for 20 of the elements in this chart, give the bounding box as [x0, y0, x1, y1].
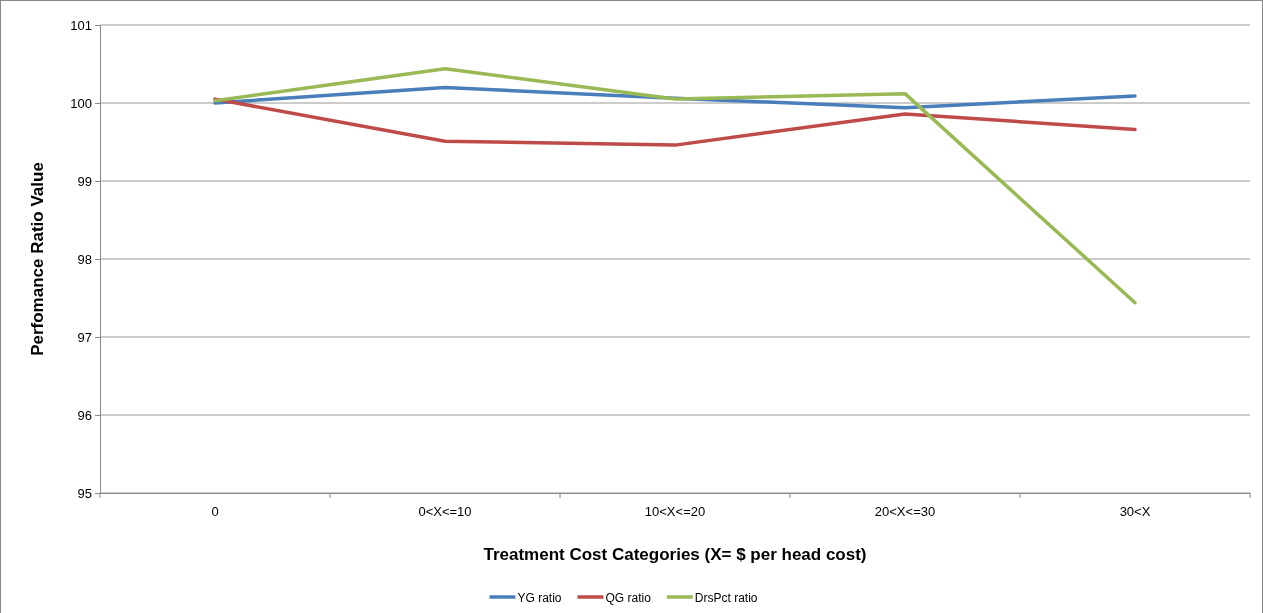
legend-label: QG ratio: [605, 590, 652, 605]
x-tick-label: 10<X<=20: [644, 504, 706, 520]
x-tick-label: 0: [211, 504, 219, 520]
line-series: [213, 97, 1137, 147]
y-tick-label: 100: [70, 95, 92, 111]
y-tick-label: 95: [77, 485, 92, 501]
line-series: [213, 66, 1137, 305]
y-tick-label: 99: [77, 173, 92, 189]
y-tick-label: 96: [77, 407, 92, 423]
x-tick-label: 20<X<=30: [874, 504, 936, 520]
line-series: [213, 85, 1137, 110]
y-axis-title: Perfomance Ratio Value: [28, 162, 47, 356]
y-tick-label: 101: [70, 17, 92, 33]
legend-label: YG ratio: [517, 590, 562, 605]
x-tick-label: 0<X<=10: [418, 504, 472, 520]
legend-label: DrsPct ratio: [694, 590, 758, 605]
x-axis-title: Treatment Cost Categories (X= $ per head cost): [483, 545, 867, 564]
y-tick-label: 97: [77, 329, 92, 345]
x-tick-label: 30<X: [1119, 504, 1151, 520]
y-tick-label: 98: [77, 251, 92, 267]
